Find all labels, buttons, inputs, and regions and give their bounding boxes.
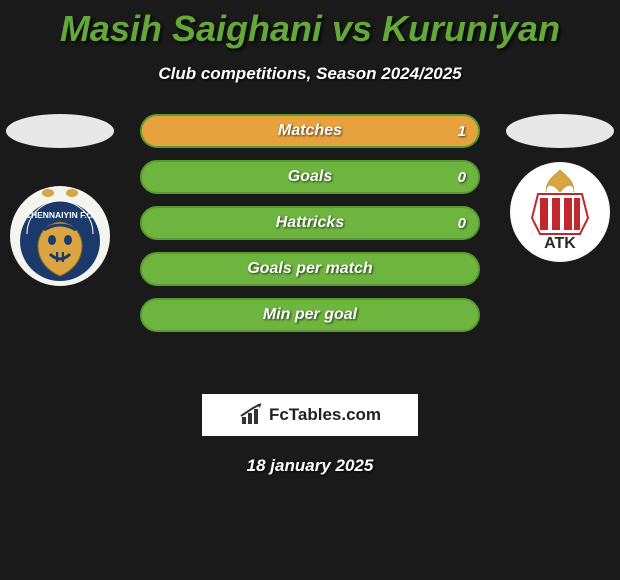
svg-text:CHENNAIYIN F.C.: CHENNAIYIN F.C.: [25, 210, 95, 220]
atk-icon: ATK: [510, 162, 610, 262]
stat-value-right: 1: [458, 123, 466, 140]
stat-label: Matches: [278, 122, 342, 140]
stat-label: Hattricks: [276, 214, 344, 232]
date-line: 18 january 2025: [0, 456, 620, 476]
stat-value-right: 0: [458, 215, 466, 232]
club-left-badge: CHENNAIYIN F.C.: [10, 186, 110, 286]
stat-label: Goals: [288, 168, 332, 186]
player-left-avatar-placeholder: [6, 114, 114, 148]
stat-row-matches: Matches 1: [140, 114, 480, 148]
stat-bars: Matches 1 Goals 0 Hattricks 0 Goals per match M…: [140, 114, 480, 332]
stat-row-goals-per-match: Goals per match: [140, 252, 480, 286]
brand-text: FcTables.com: [269, 405, 381, 425]
stat-row-hattricks: Hattricks 0: [140, 206, 480, 240]
chennaiyin-icon: CHENNAIYIN F.C.: [10, 186, 110, 286]
player-right-column: ATK: [500, 114, 620, 262]
stat-row-goals: Goals 0: [140, 160, 480, 194]
fctables-chart-icon: [239, 403, 267, 427]
player-right-avatar-placeholder: [506, 114, 614, 148]
brand-box: FcTables.com: [202, 394, 418, 436]
stat-label: Goals per match: [247, 260, 372, 278]
stat-label: Min per goal: [263, 306, 357, 324]
page-title: Masih Saighani vs Kuruniyan: [0, 0, 620, 50]
stat-row-min-per-goal: Min per goal: [140, 298, 480, 332]
club-right-badge: ATK: [510, 162, 610, 262]
svg-text:ATK: ATK: [544, 235, 576, 252]
player-left-column: CHENNAIYIN F.C.: [0, 114, 120, 286]
stat-value-right: 0: [458, 169, 466, 186]
subtitle: Club competitions, Season 2024/2025: [0, 64, 620, 84]
comparison-content: CHENNAIYIN F.C. ATK: [0, 114, 620, 374]
